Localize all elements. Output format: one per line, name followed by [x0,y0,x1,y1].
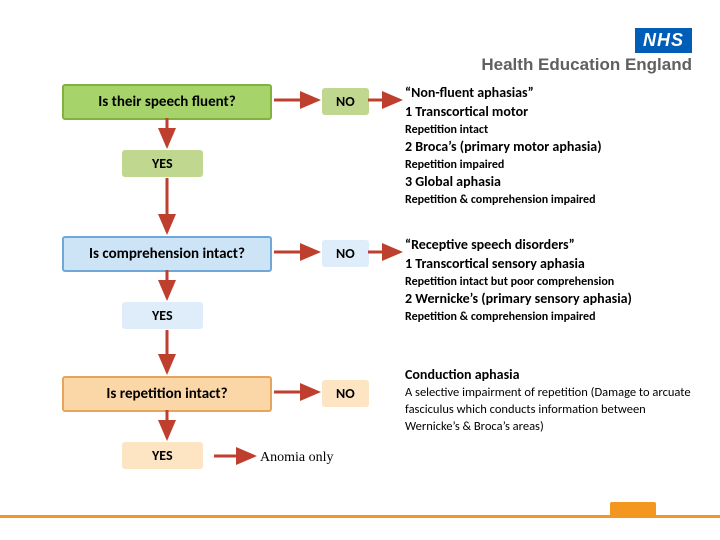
footer-tab [610,502,656,518]
flow-arrows [0,0,720,540]
